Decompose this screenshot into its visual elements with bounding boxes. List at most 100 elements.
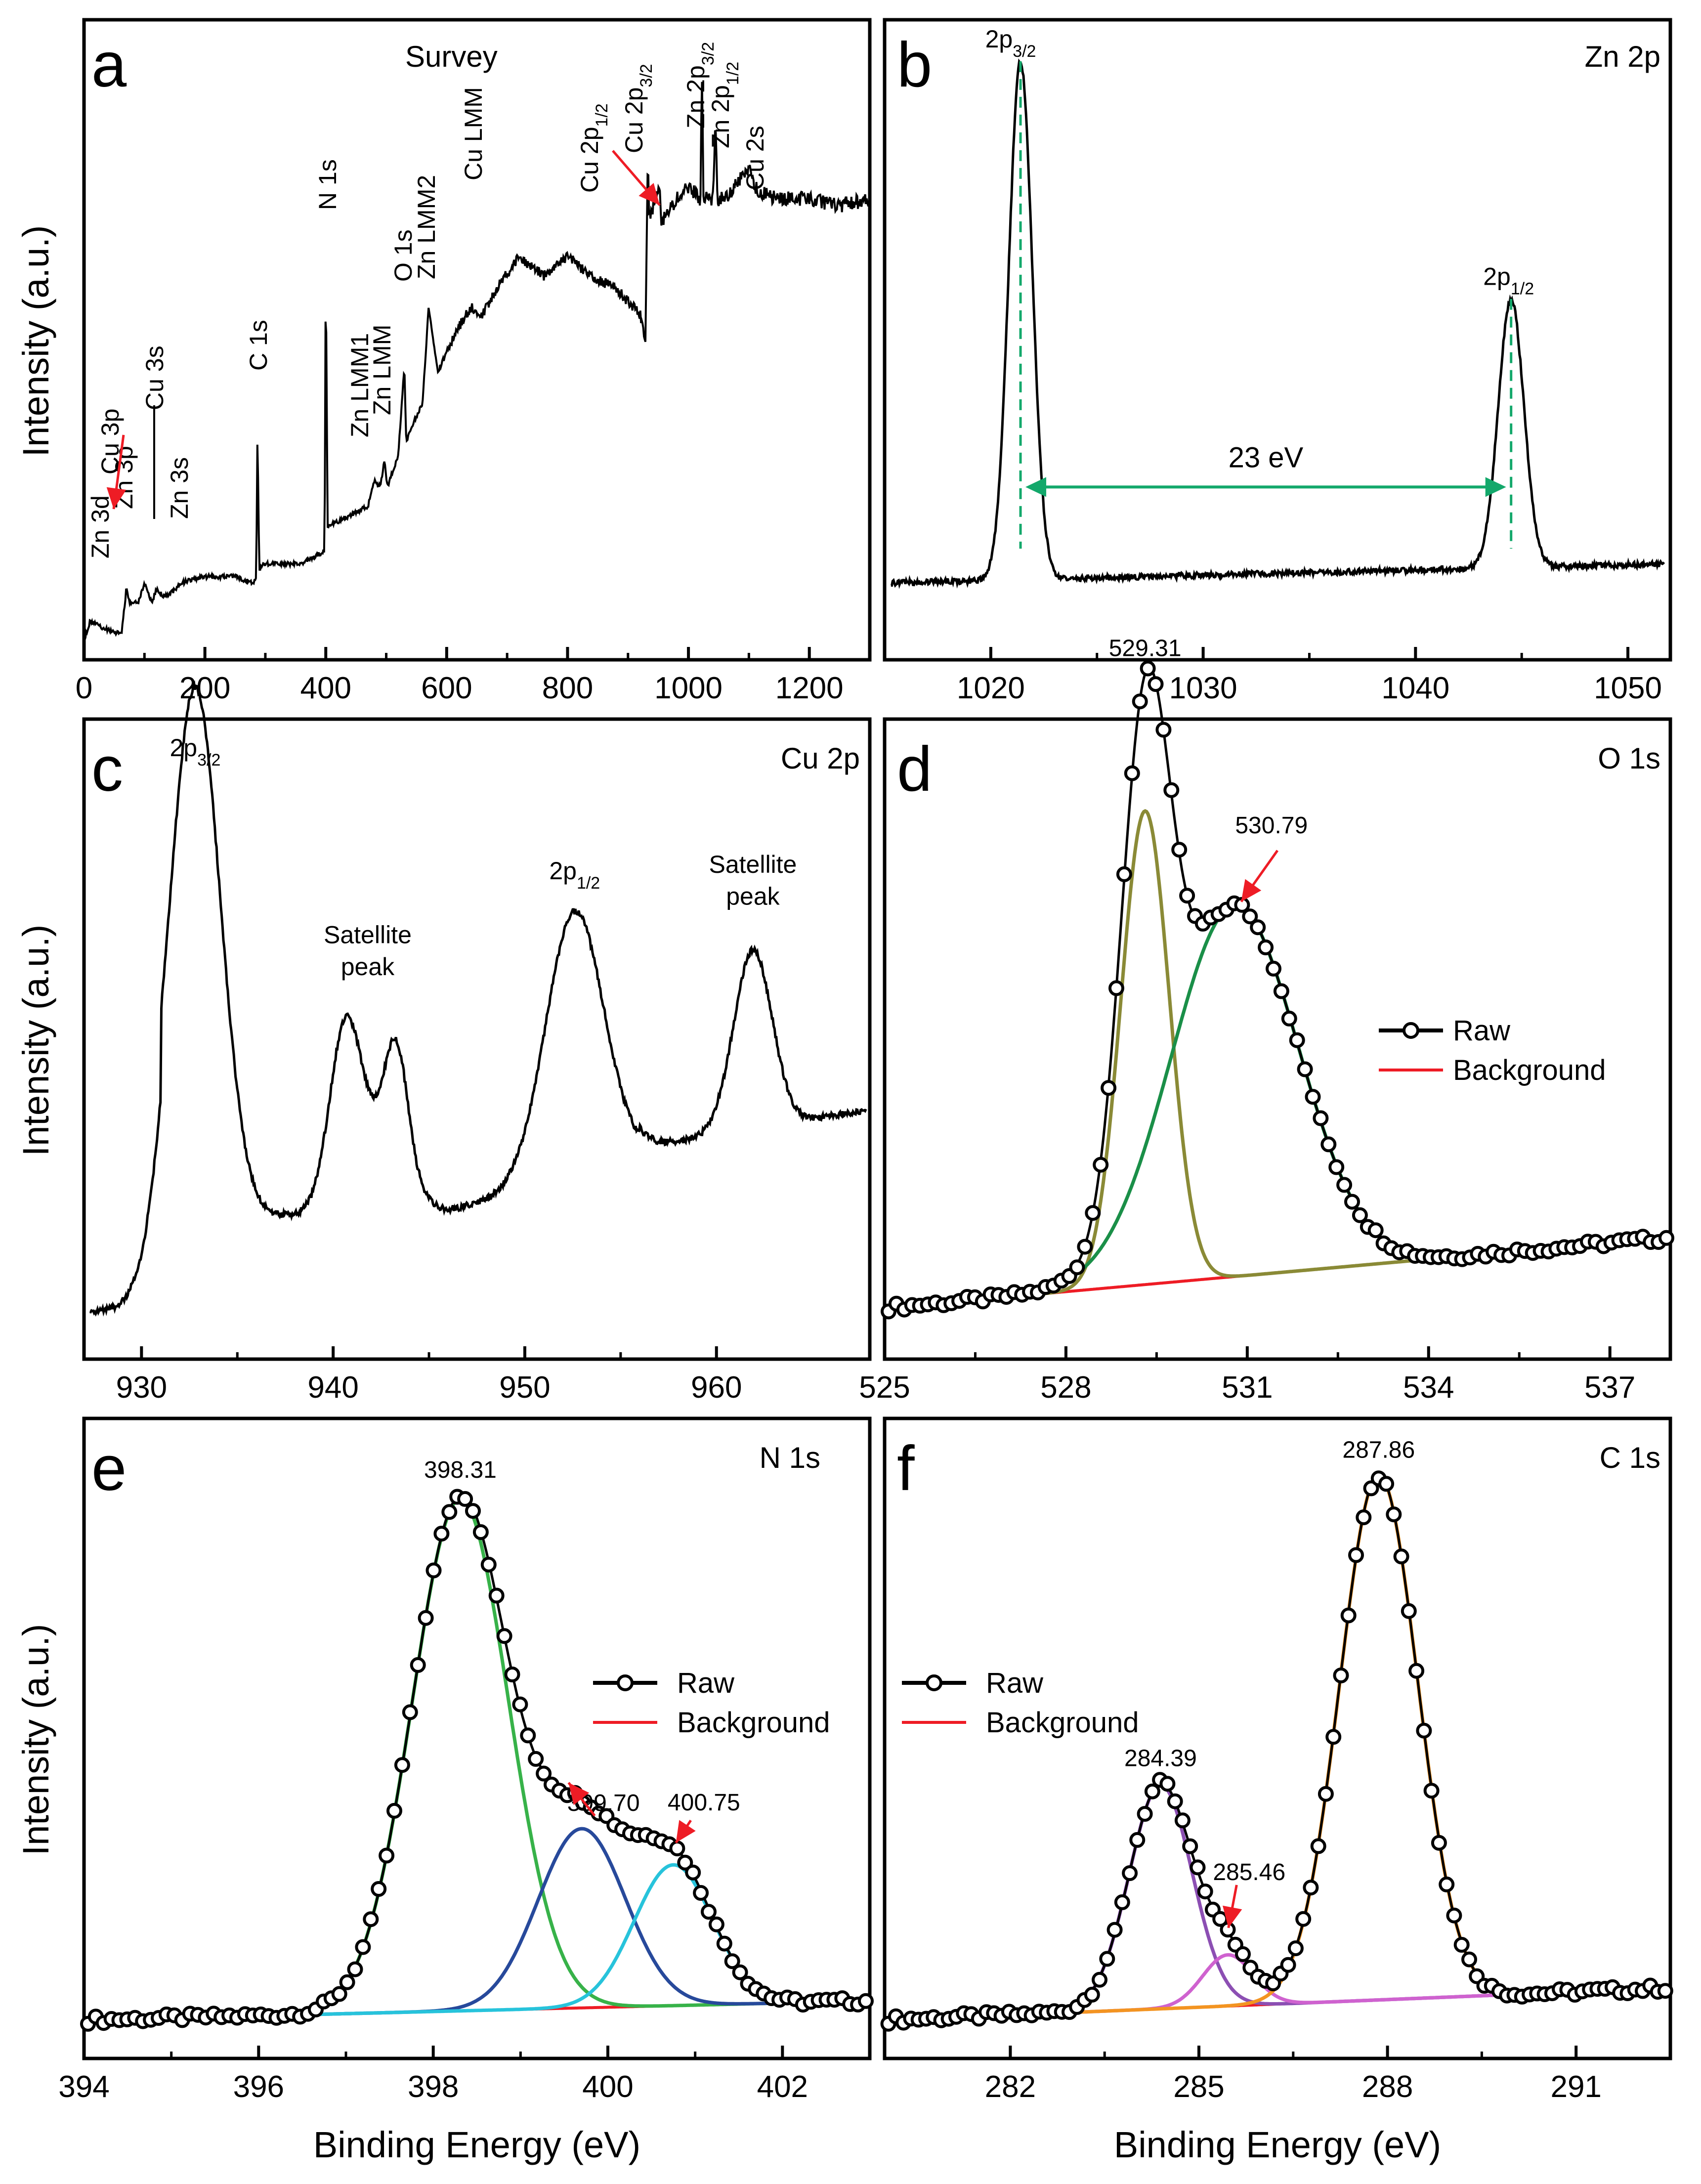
legend: Raw Background <box>593 1667 830 1739</box>
x-tick-label: 398 <box>408 2070 459 2104</box>
x-axis-title: Binding Energy (eV) <box>313 2124 640 2165</box>
peak-value-label: 400.75 <box>668 1790 740 1816</box>
plot-frame <box>82 717 872 1361</box>
subscript: 1/2 <box>577 874 600 893</box>
peak-value-label: 287.86 <box>1342 1437 1415 1463</box>
x-tick-label: 525 <box>859 1370 910 1405</box>
raw-point <box>1367 1222 1384 1239</box>
peak-value-label: 529.31 <box>1109 636 1182 662</box>
peak-value-label: 285.46 <box>1213 1859 1285 1885</box>
raw-point <box>1336 1177 1353 1193</box>
legend-raw-marker <box>1403 1022 1419 1039</box>
raw-point <box>457 1491 473 1507</box>
raw-point <box>1310 1838 1326 1854</box>
raw-point <box>1167 1793 1183 1809</box>
raw-point <box>386 1802 402 1819</box>
subscript: 3/2 <box>699 42 718 65</box>
plot-frame <box>82 1416 872 2060</box>
c1s-spectrum <box>880 1470 1673 2032</box>
raw-point <box>402 1704 418 1720</box>
raw-point <box>1182 1838 1198 1854</box>
raw-point <box>1356 1509 1372 1526</box>
peak-annotations: 23 eV 2p3/2 2p1/2 <box>985 25 1534 549</box>
plot-frame <box>82 18 872 662</box>
raw-point <box>1077 1239 1093 1255</box>
x-tick-label: 396 <box>233 2070 284 2104</box>
raw-point <box>1171 842 1188 858</box>
raw-point <box>732 1964 748 1980</box>
survey-line <box>83 82 871 643</box>
raw-point <box>1148 676 1164 692</box>
raw-point <box>1101 1080 1117 1096</box>
peak-label: Zn LMM2 <box>413 175 440 279</box>
x-tick-label: 600 <box>421 671 472 705</box>
raw-point <box>1235 1946 1251 1962</box>
peak-value-label: 284.39 <box>1124 1745 1197 1771</box>
raw-point <box>1386 1506 1402 1523</box>
raw-point <box>1318 1786 1334 1802</box>
raw-point <box>1281 1010 1297 1027</box>
raw-point <box>858 1993 874 2009</box>
x-tick-label: 528 <box>1040 1370 1091 1405</box>
panel-title: Cu 2p <box>781 742 860 775</box>
peak-annotations: 284.39 285.46 287.86 <box>1124 1437 1415 1928</box>
raw-point <box>1423 1783 1440 1799</box>
red-arrow-head <box>1222 1905 1242 1928</box>
raw-point <box>496 1628 512 1644</box>
panel-c-cu2p: 930 940 950 960 2p3/2 Satellite peak 2p1/2 Sate… <box>15 680 872 1405</box>
raw-point <box>1197 1884 1213 1900</box>
x-tick-label: 402 <box>757 2070 808 2104</box>
o1s-spectrum <box>881 660 1674 1320</box>
peak-value-label: 530.79 <box>1235 813 1308 839</box>
subscript: 1/2 <box>1511 280 1534 299</box>
x-tick-label: 1000 <box>654 671 723 705</box>
x-tick-label: 394 <box>58 2070 109 2104</box>
raw-point <box>1401 1603 1417 1619</box>
splitting-arrow-head <box>1025 477 1047 497</box>
raw-point <box>371 1881 387 1897</box>
x-tick-label: 291 <box>1550 2070 1601 2104</box>
panel-letter: c <box>91 734 123 805</box>
x-tick-label: 0 <box>76 671 92 705</box>
legend-raw-marker <box>926 1674 942 1691</box>
zn2p-line <box>891 58 1665 589</box>
raw-point <box>472 1524 489 1540</box>
raw-point <box>701 1904 717 1920</box>
raw-point <box>433 1526 450 1542</box>
raw-point <box>363 1911 379 1927</box>
raw-point <box>1159 1776 1176 1792</box>
raw-point <box>441 1504 458 1520</box>
subscript: 1/2 <box>593 103 611 127</box>
peak-label: Zn LMM1 <box>346 333 374 437</box>
x-tick-label: 288 <box>1362 2070 1413 2104</box>
n1s-spectrum <box>80 1489 874 2032</box>
peak-label: Zn 3d <box>86 495 114 558</box>
raw-point <box>1114 1894 1130 1910</box>
x-tick-label: 1020 <box>957 671 1025 705</box>
red-arrow-head <box>1241 879 1262 902</box>
raw-point <box>1657 1983 1673 1999</box>
peak-label: Cu 3s <box>141 345 169 410</box>
component-peak <box>84 1497 870 2022</box>
x-tick-label: 1030 <box>1169 671 1237 705</box>
x-tick-label: 940 <box>307 1370 358 1405</box>
x-tick-label: 1040 <box>1381 671 1449 705</box>
raw-point <box>1439 1876 1455 1892</box>
raw-point <box>1461 1951 1477 1968</box>
peak-value-label: 398.31 <box>424 1457 497 1483</box>
x-tick-label: 960 <box>691 1370 742 1405</box>
raw-point <box>465 1503 481 1519</box>
raw-point <box>1099 1951 1115 1967</box>
raw-point <box>1144 1783 1160 1799</box>
panel-d-o1s: 525 528 531 534 537 529.31 530.79 d O 1s Raw … <box>859 636 1674 1405</box>
legend: Raw Background <box>1379 1015 1606 1086</box>
raw-point <box>410 1657 426 1673</box>
plot-frame <box>883 717 1672 1361</box>
raw-point <box>331 1986 347 2002</box>
peak-label: Zn LMM <box>368 325 396 415</box>
satellite-label: Satellite <box>709 851 797 878</box>
raw-point <box>1303 1880 1319 1896</box>
